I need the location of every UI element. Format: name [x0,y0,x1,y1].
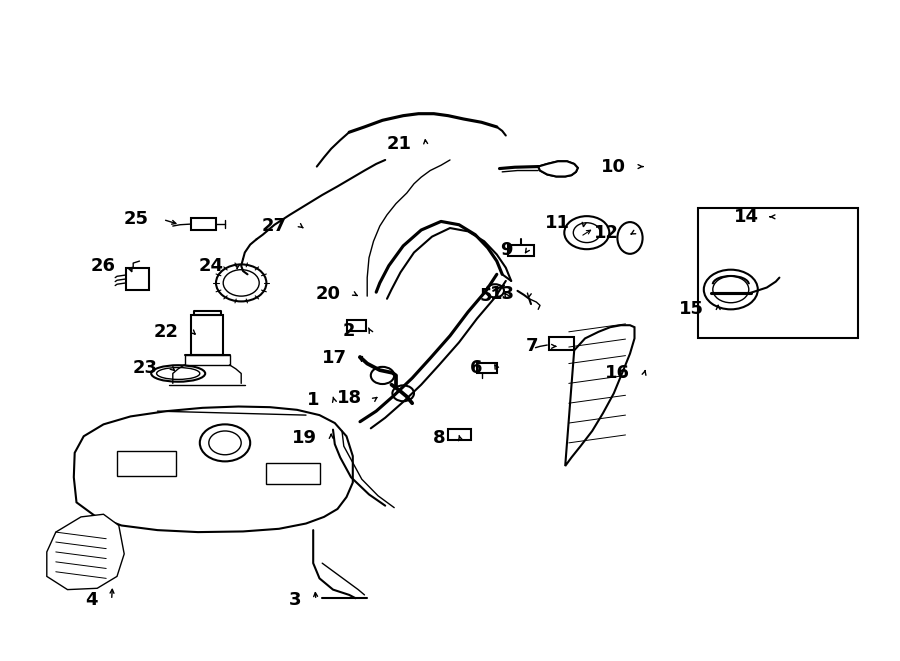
Bar [508,245,534,256]
Polygon shape [74,407,353,532]
Text: 8: 8 [433,429,446,447]
Bar [477,363,497,373]
Text: 4: 4 [85,591,97,609]
Text: 24: 24 [198,256,223,275]
Text: 7: 7 [526,337,538,356]
Bar [191,218,216,230]
Text: 22: 22 [153,323,178,341]
Text: 6: 6 [470,359,482,377]
Polygon shape [47,514,124,590]
Bar [266,463,320,484]
Text: 10: 10 [600,157,626,176]
Text: 5: 5 [480,287,492,305]
Text: 3: 3 [289,591,302,609]
Text: 17: 17 [321,349,347,368]
Bar [184,355,230,365]
Text: 11: 11 [544,214,570,232]
Bar [126,268,148,290]
Text: 1: 1 [307,391,320,409]
Bar [117,451,176,476]
Text: 15: 15 [679,300,704,319]
Polygon shape [538,161,578,176]
Text: 19: 19 [292,429,317,447]
Text: 16: 16 [605,364,630,383]
Text: 25: 25 [123,210,148,229]
Bar [191,315,223,355]
Text: 21: 21 [386,135,411,153]
Text: 2: 2 [343,321,356,340]
Text: 27: 27 [261,217,286,235]
Polygon shape [565,325,634,466]
Bar [448,429,471,440]
Text: 26: 26 [90,256,115,275]
Text: 23: 23 [132,359,157,377]
Bar [549,337,574,350]
Text: 9: 9 [500,241,513,259]
Text: 14: 14 [734,208,759,226]
Text: 18: 18 [337,389,362,407]
Text: 13: 13 [490,285,515,303]
Bar [346,320,366,330]
Bar [698,208,858,338]
Text: 20: 20 [315,285,340,303]
Text: 12: 12 [594,223,619,242]
